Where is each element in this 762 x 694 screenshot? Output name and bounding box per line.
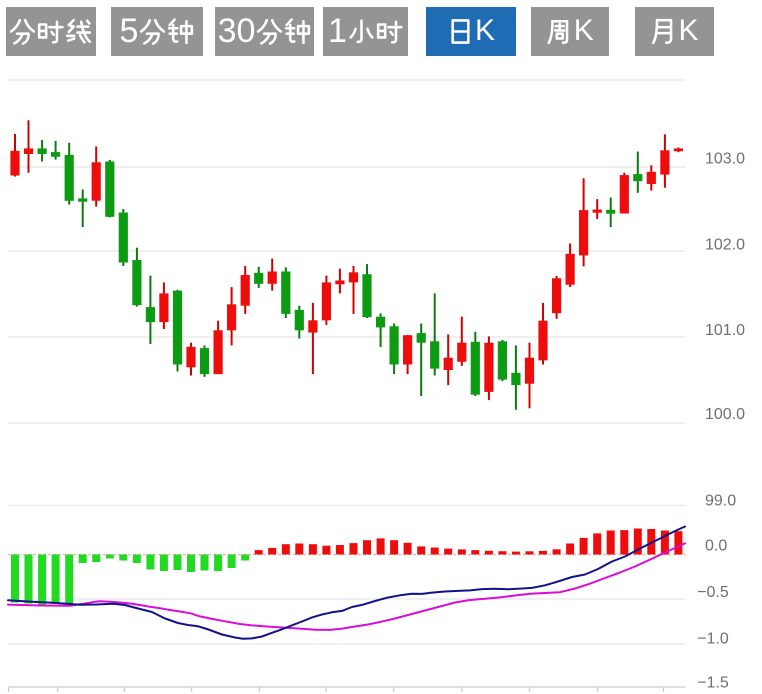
svg-text:0.0: 0.0 (705, 537, 727, 554)
svg-text:99.0: 99.0 (705, 493, 736, 510)
svg-text:101.0: 101.0 (705, 322, 745, 339)
svg-text:−1.0: −1.0 (697, 631, 729, 648)
svg-text:−0.5: −0.5 (697, 584, 729, 601)
svg-text:−1.5: −1.5 (697, 675, 729, 692)
svg-text:100.0: 100.0 (705, 406, 745, 423)
svg-text:102.0: 102.0 (705, 236, 745, 253)
svg-text:103.0: 103.0 (705, 151, 745, 168)
